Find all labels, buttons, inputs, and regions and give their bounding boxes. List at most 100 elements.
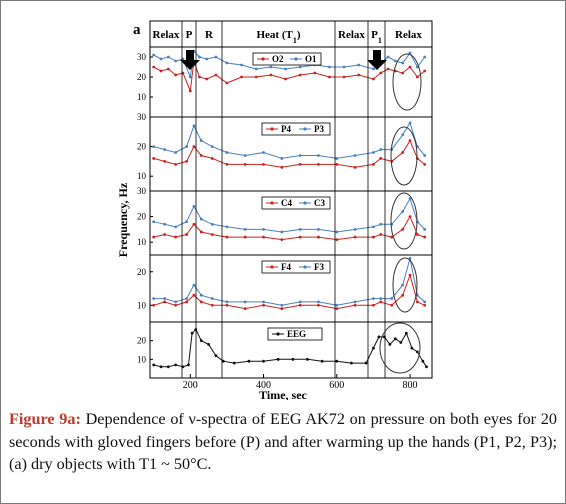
highlight-ellipse-5 [379,322,421,374]
data-point-F3 [401,283,405,287]
data-point-F3 [174,300,178,304]
data-point-O2 [174,73,178,77]
series-line-O1 [153,49,426,79]
data-point-C4 [225,235,229,239]
data-point-F4 [163,300,167,304]
data-point-F3 [408,256,412,260]
data-point-O2 [408,65,412,69]
series-line-C3 [153,197,426,233]
legend-label-P3: P3 [314,124,324,134]
y-tick-label: 20 [137,267,147,277]
data-point-P4 [280,165,284,169]
data-point-P3 [335,157,339,160]
x-tick-labels: 200 400 600 800 [183,374,418,391]
data-point-P4 [152,157,156,160]
series-line-O2 [153,60,426,92]
panel-5: 10 20 EEG [137,321,433,379]
legend-panel-1: O2 O1 [252,52,322,66]
data-point-C3 [174,225,178,229]
data-point-P4 [423,162,427,166]
caption-text: Dependence of ν-spectra of EEG AK72 on p… [9,410,557,473]
data-point-P3 [353,154,357,157]
panel-2: 10 20 30 P4 P3 [137,112,433,192]
x-tick-label: 400 [256,380,271,391]
data-point-O1 [205,57,209,61]
legend-marker [270,265,274,269]
data-point-F4 [379,300,383,304]
legend-marker [270,201,274,205]
data-point-C4 [423,235,427,239]
data-point-C3 [353,228,357,231]
data-point-C3 [335,230,339,234]
legend-panel-5: EEG [267,327,323,341]
y-tick-label: 30 [137,52,147,62]
data-point-C3 [210,222,214,226]
data-point-F4 [280,307,284,310]
data-point-O2 [415,75,419,79]
data-point-F4 [298,303,302,307]
data-point-O1 [298,65,302,69]
data-point-EEG [377,335,381,339]
caption-label: Figure 9a: [9,410,81,428]
data-point-O1 [372,67,375,71]
data-point-F3 [262,300,265,304]
data-point-F4 [317,303,320,307]
data-point-F4 [262,303,265,307]
data-point-P3 [225,151,229,154]
data-point-O1 [357,63,361,67]
data-point-C4 [379,233,383,236]
data-point-C4 [174,235,178,239]
legend-panel-2: P4 P3 [261,122,331,136]
phase-label-2: R [205,29,214,41]
data-point-P4 [353,165,357,169]
x-tick-label: 800 [403,380,418,391]
series-line-C4 [153,215,425,241]
data-point-C4 [353,235,357,239]
data-point-EEG [276,357,280,361]
data-point-C3 [408,197,412,201]
data-point-F4 [152,303,156,307]
data-point-C4 [163,233,167,236]
data-point-F4 [243,307,247,310]
phase-label-6: Relax [395,29,422,41]
legend-box [261,196,331,210]
data-point-O1 [152,53,156,57]
data-point-F4 [423,303,427,307]
series-line-P3 [153,121,426,159]
data-point-O2 [328,75,331,79]
data-point-C4 [317,235,320,239]
data-point-P4 [225,162,229,166]
data-point-EEG [393,337,397,341]
data-point-O2 [240,75,243,79]
data-point-P3 [174,151,178,154]
phase-label-3: Heat (T1) [256,29,300,45]
data-point-C3 [163,222,167,226]
data-point-F3 [353,300,357,304]
data-point-P4 [174,162,178,166]
data-point-P4 [401,151,405,154]
y-tick-label: 20 [137,72,147,82]
legend-label-C4: C4 [281,198,292,208]
data-point-O1 [393,59,397,63]
data-point-P3 [408,121,412,125]
data-point-C3 [401,210,405,213]
data-point-F4 [401,293,405,297]
legend-marker [261,57,265,61]
data-point-F3 [210,297,214,300]
y-tick-label: 10 [137,92,147,102]
phase-label-4: Relax [338,29,365,41]
data-point-P4 [243,162,247,166]
data-point-O1 [342,65,346,69]
legend-panel-4: F4 F3 [261,260,331,274]
data-point-O1 [269,65,273,69]
legend-marker [294,57,298,61]
data-point-C3 [192,204,196,208]
data-point-C4 [401,228,405,231]
data-point-F3 [335,303,339,307]
arrow-icon-p [180,50,200,70]
y-tick-label: 20 [137,212,147,222]
data-point-C4 [152,235,156,239]
data-point-O2 [152,65,156,69]
data-point-P3 [423,154,427,157]
legend-box [267,327,323,341]
